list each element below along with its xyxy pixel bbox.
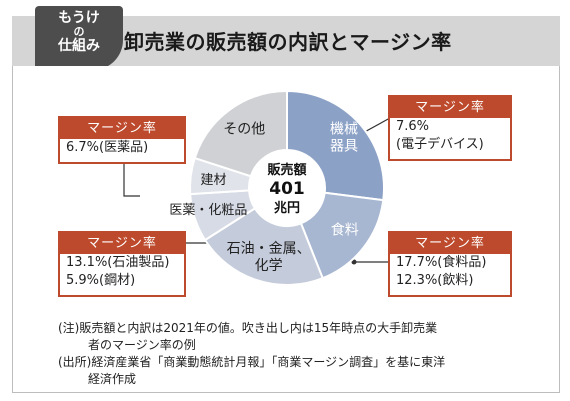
callout-header: マージン率	[60, 233, 184, 254]
footnotes: (注)販売額と内訳は2021年の値。吹き出し内は15年時点の大手卸売業 者のマー…	[58, 320, 445, 388]
note-line: 経済作成	[88, 372, 137, 386]
note-line: (注)販売額と内訳は2021年の値。吹き出し内は15年時点の大手卸売業	[58, 321, 438, 335]
center-label-1: 401	[269, 179, 305, 199]
callout-header: マージン率	[390, 97, 510, 118]
callout-line: 5.9%(鋼材)	[66, 273, 136, 288]
callout-machinery: マージン率 7.6% (電子デバイス)	[388, 95, 512, 161]
note-line: 者のマージン率の例	[88, 338, 196, 352]
tag-line-1: もうけ	[58, 10, 100, 26]
slice-label-2: 石油・金属、化学	[227, 241, 311, 274]
chart-title: 卸売業の販売額の内訳とマージン率	[124, 30, 452, 54]
callout-pharma: マージン率 6.7%(医薬品)	[58, 116, 186, 164]
callout-line: 12.3%(飲料)	[396, 273, 474, 288]
donut-hole	[249, 150, 325, 226]
slice-label-0: 機械器具	[330, 121, 358, 154]
callout-line: 7.6%	[396, 119, 430, 134]
leader-line-1	[123, 164, 140, 197]
slice-label-3: 医薬・化粧品	[169, 203, 247, 218]
callout-food: マージン率 17.7%(食料品) 12.3%(飲料)	[388, 231, 512, 297]
callout-header: マージン率	[390, 233, 510, 254]
donut-slices	[189, 89, 385, 286]
center-label-0: 販売額	[267, 162, 306, 178]
callout-header: マージン率	[60, 118, 184, 139]
tag-line-2: の	[73, 25, 85, 38]
callout-line: 13.1%(石油製品)	[66, 255, 170, 270]
callout-petroleum: マージン率 13.1%(石油製品) 5.9%(鋼材)	[58, 231, 186, 297]
slice-label-5: その他	[223, 122, 265, 138]
slice-label-4: 建材	[201, 173, 227, 188]
note-line: (出所)経済産業省「商業動態統計月報」「商業マージン調査」を基に東洋	[58, 355, 446, 369]
callout-line: 6.7%(医薬品)	[66, 140, 149, 155]
center-label-2: 兆円	[274, 200, 300, 216]
series-tag: もうけ の 仕組み	[35, 6, 123, 70]
tag-line-3: 仕組み	[58, 38, 100, 54]
callout-line: 17.7%(食料品)	[396, 255, 487, 270]
slice-label-1: 食料	[331, 222, 359, 239]
callout-line: (電子デバイス)	[396, 137, 484, 152]
leader-dot-3	[351, 259, 357, 265]
